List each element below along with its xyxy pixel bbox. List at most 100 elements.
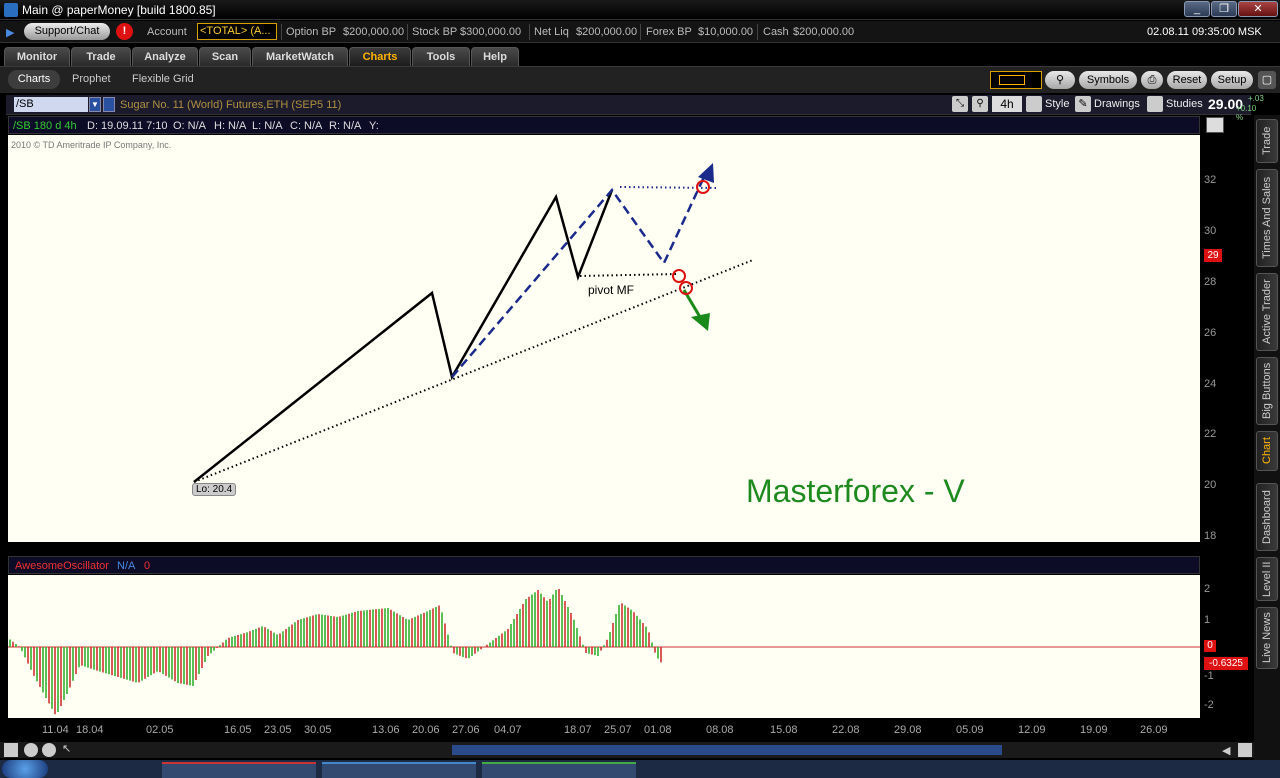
expand-arrow-icon[interactable]: ▶ xyxy=(6,27,15,39)
timeframe-select[interactable]: 4h xyxy=(992,96,1022,112)
tab-charts[interactable]: Charts xyxy=(349,47,411,66)
scrollbar-thumb[interactable] xyxy=(452,745,1002,755)
x-tick: 02.05 xyxy=(146,724,174,736)
last-price: 29.00 xyxy=(1208,96,1244,112)
x-tick: 20.06 xyxy=(412,724,440,736)
maximize-button[interactable]: ❐ xyxy=(1211,1,1237,17)
taskbar-item[interactable] xyxy=(162,762,316,778)
cash-value: $200,000.00 xyxy=(793,26,855,38)
account-label: Account xyxy=(147,26,187,38)
y-tick: 28 xyxy=(1204,276,1217,288)
account-select[interactable]: <TOTAL> (A... xyxy=(197,23,277,40)
side-tab-active-trader[interactable]: Active Trader xyxy=(1256,273,1278,351)
side-tab-live-news[interactable]: Live News xyxy=(1256,607,1278,669)
symbols-button[interactable]: Symbols xyxy=(1079,71,1137,89)
style-button[interactable]: Style xyxy=(1045,98,1070,110)
color-swatch[interactable] xyxy=(990,71,1042,89)
datetime: 02.08.11 09:35:00 MSK xyxy=(1147,26,1262,38)
tab-tools[interactable]: Tools xyxy=(412,47,470,66)
y-tick: 20 xyxy=(1204,479,1217,491)
taskbar-item[interactable] xyxy=(482,762,636,778)
price-change: +.03 xyxy=(1248,94,1264,103)
tab-trade[interactable]: Trade xyxy=(71,47,131,66)
x-axis: 11.04 18.04 02.05 16.05 23.05 30.05 13.06 20.06… xyxy=(8,718,1250,742)
zoom-out-circle-icon[interactable] xyxy=(24,743,38,757)
scroll-left-icon[interactable]: ◀ xyxy=(1222,745,1231,757)
y-tick: 22 xyxy=(1204,428,1217,440)
tab-marketwatch[interactable]: MarketWatch xyxy=(252,47,348,66)
alert-icon[interactable]: ! xyxy=(116,23,133,40)
price-chart[interactable]: 2010 © TD Ameritrade IP Company, Inc. Lo… xyxy=(8,135,1200,542)
copyright: 2010 © TD Ameritrade IP Company, Inc. xyxy=(11,140,172,150)
studies-icon[interactable] xyxy=(1147,96,1163,112)
link-group-icon[interactable] xyxy=(103,97,115,112)
oscillator-axis[interactable]: 2 1 0 -0.6325 -1 -2 xyxy=(1200,575,1250,718)
chart-header: /SB ▼ Sugar No. 11 (World) Futures,ETH (… xyxy=(6,94,1264,122)
x-tick: 16.05 xyxy=(224,724,252,736)
zoom-in-circle-icon[interactable] xyxy=(42,743,56,757)
info-y: Y: xyxy=(369,120,379,132)
projection-path xyxy=(451,176,706,378)
cash-label: Cash xyxy=(763,26,789,38)
cursor-icon[interactable]: ↖ xyxy=(62,743,72,755)
link-icon[interactable]: ⚲ xyxy=(1045,71,1075,89)
app-logo-icon xyxy=(4,3,18,17)
current-price-marker: 29 xyxy=(1204,249,1222,262)
break-circle xyxy=(672,269,686,283)
sub-nav: Charts Prophet Flexible Grid ⚲ Symbols ⎙… xyxy=(0,66,1280,93)
drawings-button[interactable]: Drawings xyxy=(1094,98,1140,110)
symbol-dropdown-icon[interactable]: ▼ xyxy=(89,97,101,112)
taskbar-item[interactable] xyxy=(322,762,476,778)
tab-help[interactable]: Help xyxy=(471,47,519,66)
x-tick: 29.08 xyxy=(894,724,922,736)
osc-tick: 1 xyxy=(1204,614,1211,626)
start-icon[interactable] xyxy=(2,760,48,778)
x-tick: 05.09 xyxy=(956,724,984,736)
info-low: L: N/A xyxy=(252,120,283,132)
subtab-flexible-grid[interactable]: Flexible Grid xyxy=(132,73,194,85)
price-change-pct: +0.10 % xyxy=(1236,104,1257,122)
oscillator-chart[interactable] xyxy=(8,575,1200,718)
side-tab-chart[interactable]: Chart xyxy=(1256,431,1278,471)
side-tab-level-ii[interactable]: Level II xyxy=(1256,557,1278,601)
chart-settings-icon[interactable] xyxy=(1206,117,1224,133)
osc-tick: 2 xyxy=(1204,583,1211,595)
layout-grid-icon[interactable] xyxy=(4,743,18,757)
tab-monitor[interactable]: Monitor xyxy=(4,47,70,66)
low-label: Lo: 20.4 xyxy=(192,483,237,496)
side-tab-times-and-sales[interactable]: Times And Sales xyxy=(1256,169,1278,267)
print-icon[interactable]: ⎙ xyxy=(1141,71,1163,89)
info-open: O: N/A xyxy=(173,120,207,132)
info-close: C: N/A xyxy=(290,120,323,132)
subtab-charts[interactable]: Charts xyxy=(8,70,60,89)
reset-button[interactable]: Reset xyxy=(1167,71,1207,89)
symbol-input[interactable]: /SB xyxy=(14,97,88,112)
x-tick: 13.06 xyxy=(372,724,400,736)
zoom-in-icon[interactable]: ⚲ xyxy=(972,96,988,112)
side-tab-trade[interactable]: Trade xyxy=(1256,119,1278,163)
window-title: Main @ paperMoney [build 1800.85] xyxy=(22,3,216,17)
scroll-right-icon[interactable] xyxy=(1238,743,1252,757)
maximize-panel-icon[interactable]: ▢ xyxy=(1258,71,1276,89)
side-panel: Trade Times And Sales Active Trader Big … xyxy=(1254,115,1280,760)
setup-button[interactable]: Setup xyxy=(1211,71,1253,89)
x-tick: 25.07 xyxy=(604,724,632,736)
support-chat-button[interactable]: Support/Chat xyxy=(24,23,110,40)
subtab-prophet[interactable]: Prophet xyxy=(72,73,111,85)
price-axis[interactable]: 32 30 28 26 24 22 20 18 29 xyxy=(1200,135,1250,542)
minimize-button[interactable]: _ xyxy=(1184,1,1210,17)
close-button[interactable]: ✕ xyxy=(1238,1,1278,17)
side-tab-big-buttons[interactable]: Big Buttons xyxy=(1256,357,1278,425)
x-tick: 15.08 xyxy=(770,724,798,736)
tab-scan[interactable]: Scan xyxy=(199,47,251,66)
side-tab-dashboard[interactable]: Dashboard xyxy=(1256,483,1278,551)
drawings-icon[interactable]: ✎ xyxy=(1075,96,1091,112)
main-nav: Monitor Trade Analyze Scan MarketWatch C… xyxy=(0,44,1280,66)
tab-analyze[interactable]: Analyze xyxy=(132,47,198,66)
zoom-out-icon[interactable]: ⤡ xyxy=(952,96,968,112)
x-tick: 11.04 xyxy=(42,724,69,736)
studies-button[interactable]: Studies xyxy=(1166,98,1203,110)
target-circle xyxy=(696,180,710,194)
x-tick: 23.05 xyxy=(264,724,292,736)
style-icon[interactable] xyxy=(1026,96,1042,112)
